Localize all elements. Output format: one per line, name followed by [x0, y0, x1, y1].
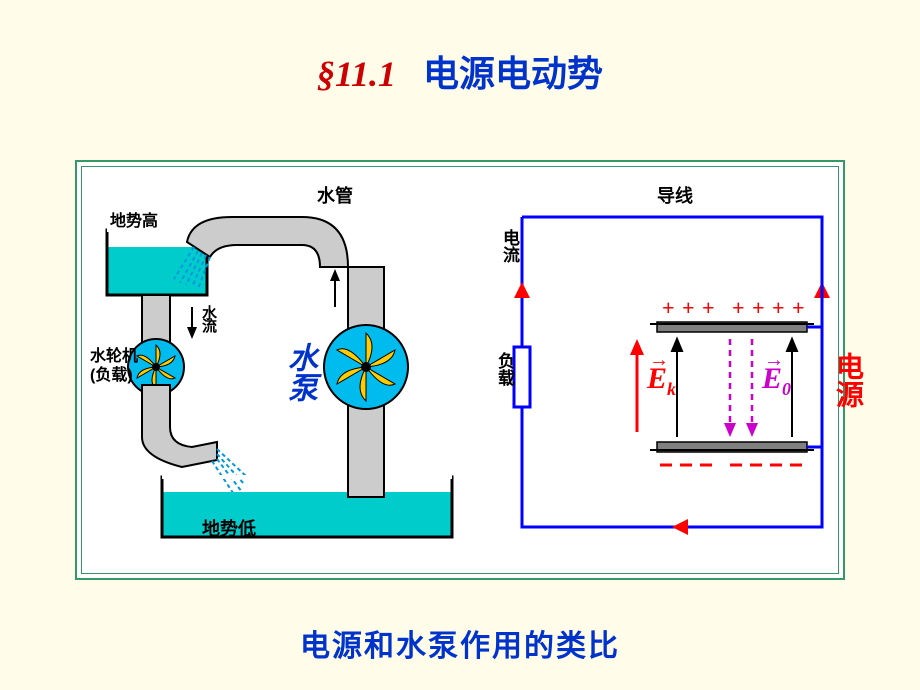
diagram-frame: + + + + + + + — [75, 160, 845, 580]
title-section: §11.1 — [317, 54, 396, 94]
label-pipe: 水管 — [317, 182, 353, 208]
svg-text:+: + — [702, 295, 715, 320]
label-pump: 水泵 — [277, 342, 321, 402]
svg-text:+: + — [732, 295, 745, 320]
page-title: §11.1 电源电动势 — [0, 0, 920, 97]
label-water-flow: 水流 — [198, 305, 219, 331]
label-wire: 导线 — [657, 182, 693, 208]
diagram-caption: 电源和水泵作用的类比 — [0, 621, 920, 665]
label-high-ground: 地势高 — [110, 207, 158, 231]
svg-text:+: + — [682, 295, 695, 320]
label-e0-sub: 0 — [782, 379, 791, 399]
svg-text:+: + — [752, 295, 765, 320]
svg-text:+: + — [772, 295, 785, 320]
label-ek-sub: k — [667, 379, 676, 399]
label-ek: → Ek — [647, 362, 676, 400]
label-load: 负载 — [492, 352, 517, 386]
label-turbine: 水轮机 (负载) — [90, 347, 138, 385]
label-turbine-sub: (负载) — [90, 367, 133, 384]
label-turbine-text: 水轮机 — [90, 348, 138, 365]
diagram-inner-frame: + + + + + + + — [81, 166, 839, 574]
label-e0: → E0 — [762, 362, 791, 400]
label-low-ground: 地势低 — [202, 515, 256, 541]
svg-text:+: + — [792, 295, 805, 320]
svg-text:+: + — [662, 295, 675, 320]
label-current: 电流 — [497, 229, 522, 263]
label-power-source: 电源 — [827, 352, 867, 408]
title-text: 电源电动势 — [423, 54, 603, 94]
